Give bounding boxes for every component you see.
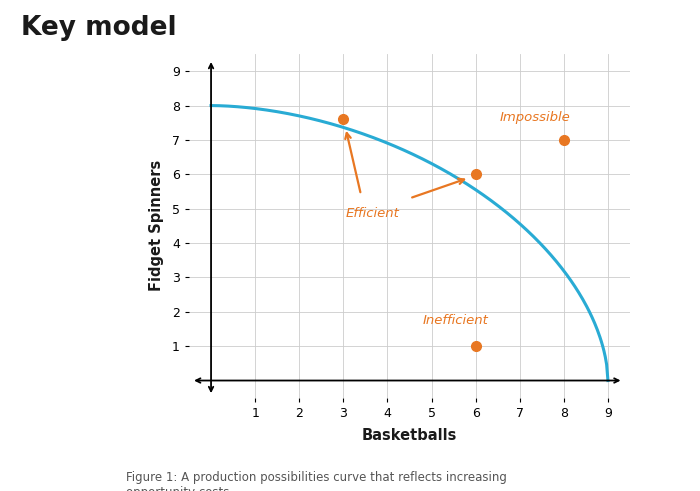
Text: Figure 1: A production possibilities curve that reflects increasing
opportunity : Figure 1: A production possibilities cur… xyxy=(126,471,507,491)
Text: Key model: Key model xyxy=(21,15,176,41)
Text: Impossible: Impossible xyxy=(500,111,570,124)
X-axis label: Basketballs: Basketballs xyxy=(362,428,457,443)
Text: Efficient: Efficient xyxy=(346,207,400,220)
Y-axis label: Fidget Spinners: Fidget Spinners xyxy=(148,160,164,292)
Text: Inefficient: Inefficient xyxy=(423,314,489,327)
